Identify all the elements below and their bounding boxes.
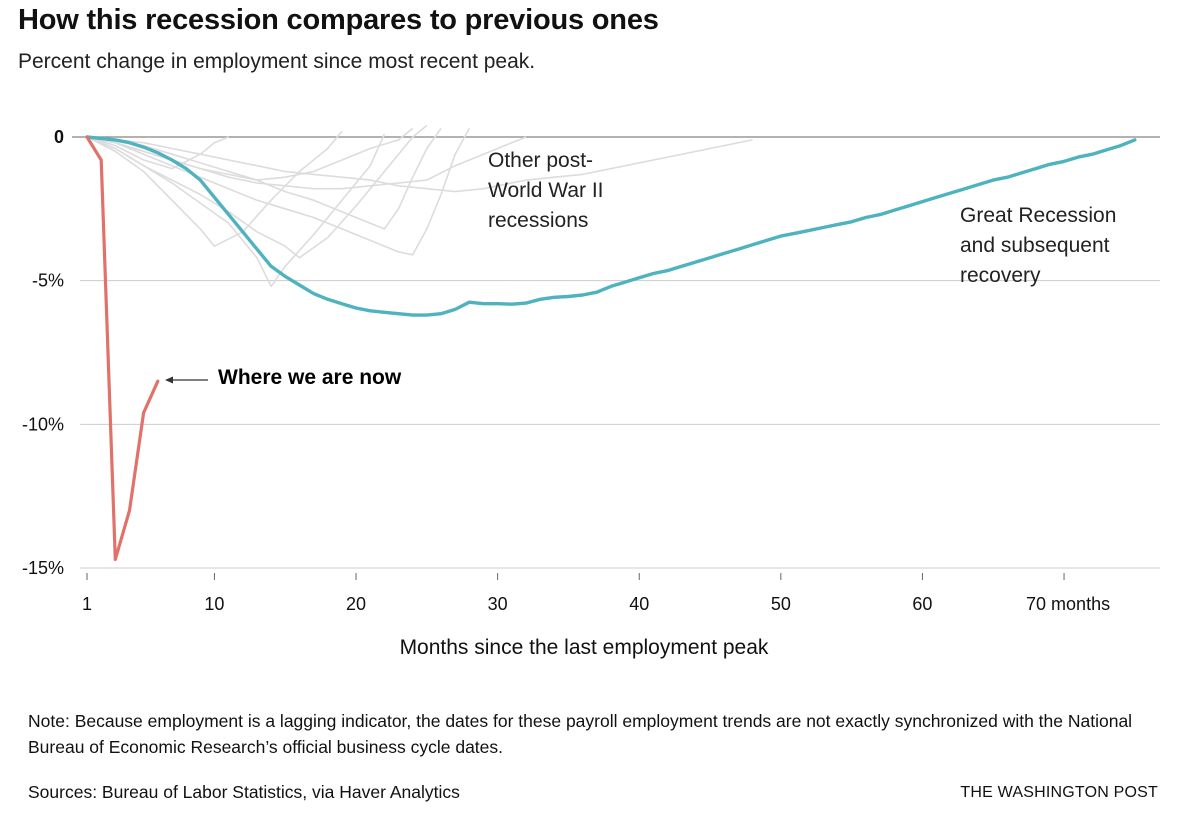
main-series-lines	[85, 135, 1137, 562]
x-tick-label: 70 months	[1026, 594, 1110, 614]
publisher-credit: THE WASHINGTON POST	[960, 784, 1158, 801]
other-recession-line	[86, 124, 428, 259]
chart-subtitle: Percent change in employment since most …	[18, 50, 536, 73]
current-recession-line	[85, 135, 160, 562]
line-chart: 0 -5% -10% -15% 1 10 20 30 40 50 60 70 months Mont…	[22, 124, 1160, 659]
x-tick-label: 60	[912, 594, 932, 614]
annotation-line: Other post-	[488, 149, 594, 172]
y-tick-label: -10%	[22, 414, 64, 434]
x-axis-ticks: 1 10 20 30 40 50 60 70 months	[82, 573, 1110, 614]
x-tick-label: 50	[771, 594, 791, 614]
x-tick-label: 20	[346, 594, 366, 614]
y-tick-label: -15%	[22, 558, 64, 578]
annotation-line: Great Recession	[960, 204, 1117, 227]
great-recession-annotation: Great Recession and subsequent recovery	[960, 201, 1116, 291]
annotation-line: World War II	[488, 179, 604, 202]
annotation-line: recovery	[960, 264, 1041, 287]
where-we-are-now-label: Where we are now	[218, 366, 402, 389]
other-recession-line	[86, 136, 753, 193]
great-recession-line	[85, 135, 1137, 317]
other-recessions-annotation: Other post- World War II recessions	[488, 146, 604, 236]
where-we-are-now-arrow	[165, 376, 208, 384]
x-tick-label: 30	[488, 594, 508, 614]
other-recession-line	[86, 136, 229, 170]
x-axis-label: Months since the last employment peak	[400, 636, 769, 659]
other-recession-line	[86, 136, 527, 190]
source-line: Sources: Bureau of Labor Statistics, via…	[28, 782, 460, 802]
y-axis-ticks: 0 -5% -10% -15%	[22, 127, 64, 578]
grid-lines	[72, 136, 1160, 569]
x-tick-label: 40	[629, 594, 649, 614]
other-recession-line	[86, 130, 343, 247]
footnote: Note: Because employment is a lagging in…	[28, 711, 1133, 757]
chart-title: How this recession compares to previous …	[18, 4, 659, 36]
y-tick-label: -5%	[32, 271, 64, 291]
other-recession-line	[86, 128, 471, 256]
other-recession-line	[86, 127, 442, 230]
y-tick-label: 0	[54, 127, 64, 147]
annotation-line: recessions	[488, 209, 589, 232]
x-tick-label: 10	[204, 594, 224, 614]
other-recessions-lines	[86, 124, 753, 288]
x-tick-label: 1	[82, 594, 92, 614]
annotation-line: and subsequent	[960, 234, 1110, 257]
